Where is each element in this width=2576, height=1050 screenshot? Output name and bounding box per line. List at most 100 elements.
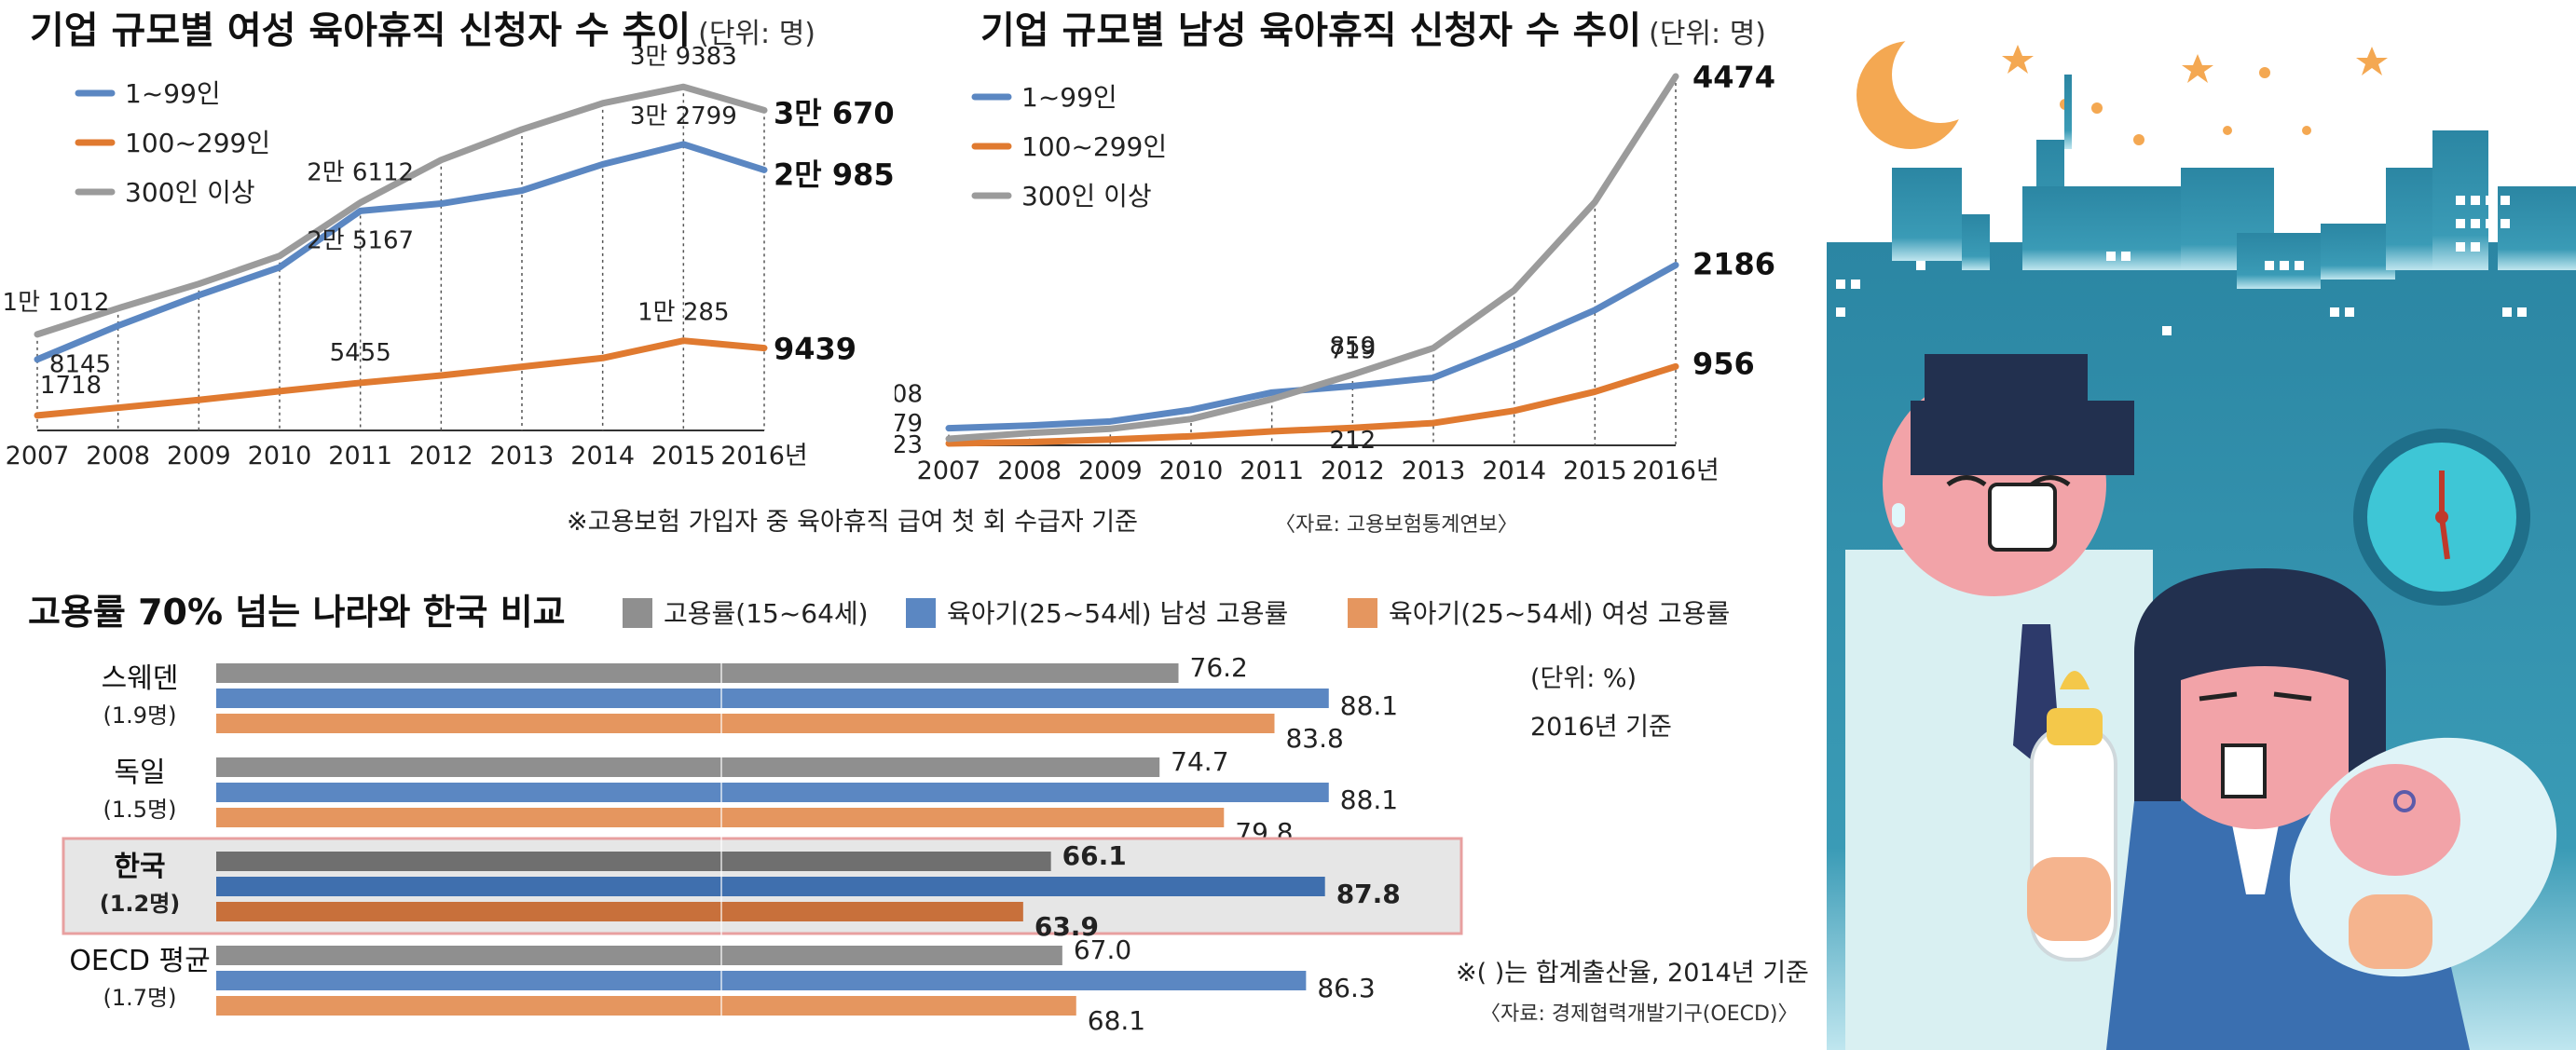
bar xyxy=(216,877,1325,896)
legend-swatch xyxy=(906,598,936,628)
x-tick-label: 2012 xyxy=(409,442,473,470)
insurance-note: ※고용보험 가입자 중 육아휴직 급여 첫 회 수급자 기준 xyxy=(567,508,1138,537)
bar-value-label: 66.1 xyxy=(1062,840,1127,871)
x-tick-label: 2016년 xyxy=(1632,457,1720,485)
bar-value-label: 86.3 xyxy=(1317,973,1375,1003)
end-label: 3만 6701 xyxy=(774,95,895,130)
data-label: 208 xyxy=(895,381,923,409)
baby-figure xyxy=(2289,737,2557,977)
country-name: OECD 평균 xyxy=(69,945,210,977)
data-label: 3만 2799 xyxy=(630,102,737,130)
x-tick-label: 2013 xyxy=(1402,457,1466,485)
fertility-note: ※( )는 합계출산율, 2014년 기준 xyxy=(1456,959,1809,988)
country-name: 독일 xyxy=(114,757,165,789)
country-name: 스웨덴 xyxy=(102,662,179,695)
male-chart-unit: (단위: 명) xyxy=(1649,18,1767,50)
legend-label: 육아기(25~54세) 남성 고용률 xyxy=(947,598,1288,629)
male-chart-title: 기업 규모별 남성 육아휴직 신청자 수 추이 (단위: 명) xyxy=(980,9,1767,52)
source-note-1: 〈자료: 고용보험통계연보〉 xyxy=(1275,513,1518,537)
source-note-2: 〈자료: 경제협력개발기구(OECD)〉 xyxy=(1480,1002,1799,1026)
bar-value-label: 76.2 xyxy=(1190,652,1248,683)
x-tick-label: 2007 xyxy=(6,442,70,470)
bar-value-label: 83.8 xyxy=(1285,723,1343,754)
female-line-chart: 2007 2008 2009 2010 2011 2012 2013 2014 2015 2016… xyxy=(3,43,895,470)
bar-value-label: 74.7 xyxy=(1171,746,1228,777)
end-label: 2186 xyxy=(1692,247,1775,282)
x-tick-label: 2012 xyxy=(1321,457,1385,485)
legend-label: 육아기(25~54세) 여성 고용률 xyxy=(1389,598,1730,629)
bar xyxy=(216,971,1307,990)
fertility-rate: (1.2명) xyxy=(100,891,181,917)
legend-label: 100~299인 xyxy=(1021,131,1167,162)
x-tick-label: 2015 xyxy=(651,442,716,470)
male-line-chart: 2007 2008 2009 2010 2011 2012 2013 2014 2015 2016… xyxy=(895,60,1775,485)
bar-unit: (단위: %) xyxy=(1530,664,1637,693)
data-label: 1만 1012 xyxy=(3,289,110,317)
fertility-rate: (1.5명) xyxy=(103,797,177,823)
parenting-illustration xyxy=(1827,26,2576,1050)
female-chart-unit: (단위: 명) xyxy=(698,18,816,50)
x-tick-label: 2015 xyxy=(1563,457,1627,485)
end-label: 9439 xyxy=(774,332,856,367)
legend-label: 1~99인 xyxy=(1021,82,1117,113)
series-line-2 xyxy=(34,83,768,338)
data-label: 719 xyxy=(1330,336,1377,364)
data-label: 8145 xyxy=(49,351,111,379)
bar-chart-title: 고용률 70% 넘는 나라와 한국 비교 xyxy=(28,592,566,633)
series-line-1 xyxy=(34,337,768,419)
employment-bar-chart: 고용률(15~64세) 육아기(25~54세) 남성 고용률 육아기(25~54세)… xyxy=(62,598,1730,1050)
clock-icon xyxy=(2353,429,2530,606)
bar-value-label: 68.1 xyxy=(1088,1005,1145,1036)
legend-label: 1~99인 xyxy=(125,78,221,109)
data-label: 2만 5167 xyxy=(307,226,414,254)
legend-label: 300인 이상 xyxy=(1021,181,1152,211)
end-label: 4474 xyxy=(1692,60,1775,95)
fertility-rate: (1.9명) xyxy=(103,702,177,729)
data-label: 1718 xyxy=(40,372,102,400)
bar xyxy=(216,852,1051,871)
x-tick-label: 2007 xyxy=(917,457,981,485)
legend-label: 고용률(15~64세) xyxy=(664,598,869,629)
x-tick-label: 2009 xyxy=(1078,457,1143,485)
data-label: 5455 xyxy=(330,339,391,367)
data-label: 79 xyxy=(895,410,923,438)
data-label: 859 xyxy=(1330,333,1377,361)
bar-value-label: 88.1 xyxy=(1340,690,1398,721)
end-label: 2만 9856 xyxy=(774,157,895,192)
x-tick-label: 2014 xyxy=(1482,457,1546,485)
legend-label: 100~299인 xyxy=(125,128,270,158)
baby-bottle-icon xyxy=(2027,671,2117,961)
x-tick-label: 2011 xyxy=(1240,457,1304,485)
bar-value-label: 63.9 xyxy=(1035,911,1099,942)
data-label: 23 xyxy=(895,431,923,459)
star-icon xyxy=(2002,45,2388,145)
data-label: 2만 6112 xyxy=(307,158,414,186)
bar xyxy=(216,902,1023,921)
x-tick-label: 2008 xyxy=(997,457,1062,485)
series-line-2 xyxy=(945,73,1679,443)
bar xyxy=(216,714,1275,733)
series-line-0 xyxy=(34,141,768,363)
bar xyxy=(216,689,1329,708)
bar xyxy=(216,808,1225,827)
fertility-rate: (1.7명) xyxy=(103,985,177,1011)
x-tick-label: 2016년 xyxy=(720,442,808,470)
end-label: 956 xyxy=(1692,346,1755,381)
x-tick-label: 2013 xyxy=(490,442,555,470)
x-tick-label: 2010 xyxy=(1159,457,1224,485)
legend-swatch xyxy=(623,598,652,628)
data-label: 212 xyxy=(1330,427,1377,455)
bar-value-label: 87.8 xyxy=(1336,879,1401,909)
x-tick-label: 2009 xyxy=(167,442,231,470)
x-tick-label: 2010 xyxy=(248,442,312,470)
series-line-1 xyxy=(945,362,1679,447)
x-tick-label: 2011 xyxy=(328,442,392,470)
legend-label: 300인 이상 xyxy=(125,177,255,208)
series-line-0 xyxy=(945,262,1679,432)
data-label: 1만 285 xyxy=(637,299,729,327)
bar xyxy=(216,757,1160,777)
bar-basis: 2016년 기준 xyxy=(1530,713,1672,742)
moon-icon xyxy=(1857,26,1989,149)
x-tick-label: 2008 xyxy=(86,442,150,470)
bar xyxy=(216,946,1062,965)
